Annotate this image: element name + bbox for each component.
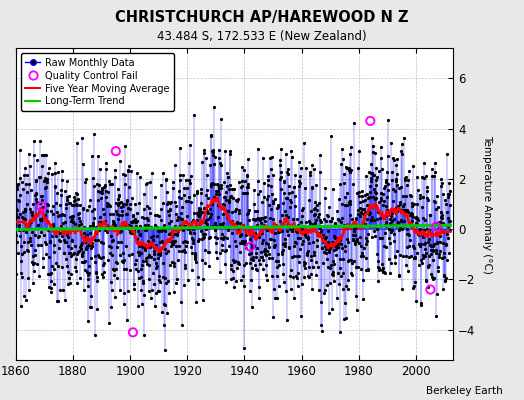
Text: Berkeley Earth: Berkeley Earth: [427, 386, 503, 396]
Legend: Raw Monthly Data, Quality Control Fail, Five Year Moving Average, Long-Term Tren: Raw Monthly Data, Quality Control Fail, …: [20, 53, 174, 111]
Point: [432, 224, 440, 230]
Text: CHRISTCHURCH AP/HAREWOOD N Z: CHRISTCHURCH AP/HAREWOOD N Z: [115, 10, 409, 25]
Y-axis label: Temperature Anomaly (°C): Temperature Anomaly (°C): [482, 134, 492, 274]
Point: [129, 329, 137, 336]
Point: [37, 203, 46, 210]
Point: [366, 118, 375, 124]
Point: [112, 148, 120, 154]
Text: 43.484 S, 172.533 E (New Zealand): 43.484 S, 172.533 E (New Zealand): [157, 30, 367, 43]
Point: [426, 286, 434, 293]
Point: [246, 244, 255, 250]
